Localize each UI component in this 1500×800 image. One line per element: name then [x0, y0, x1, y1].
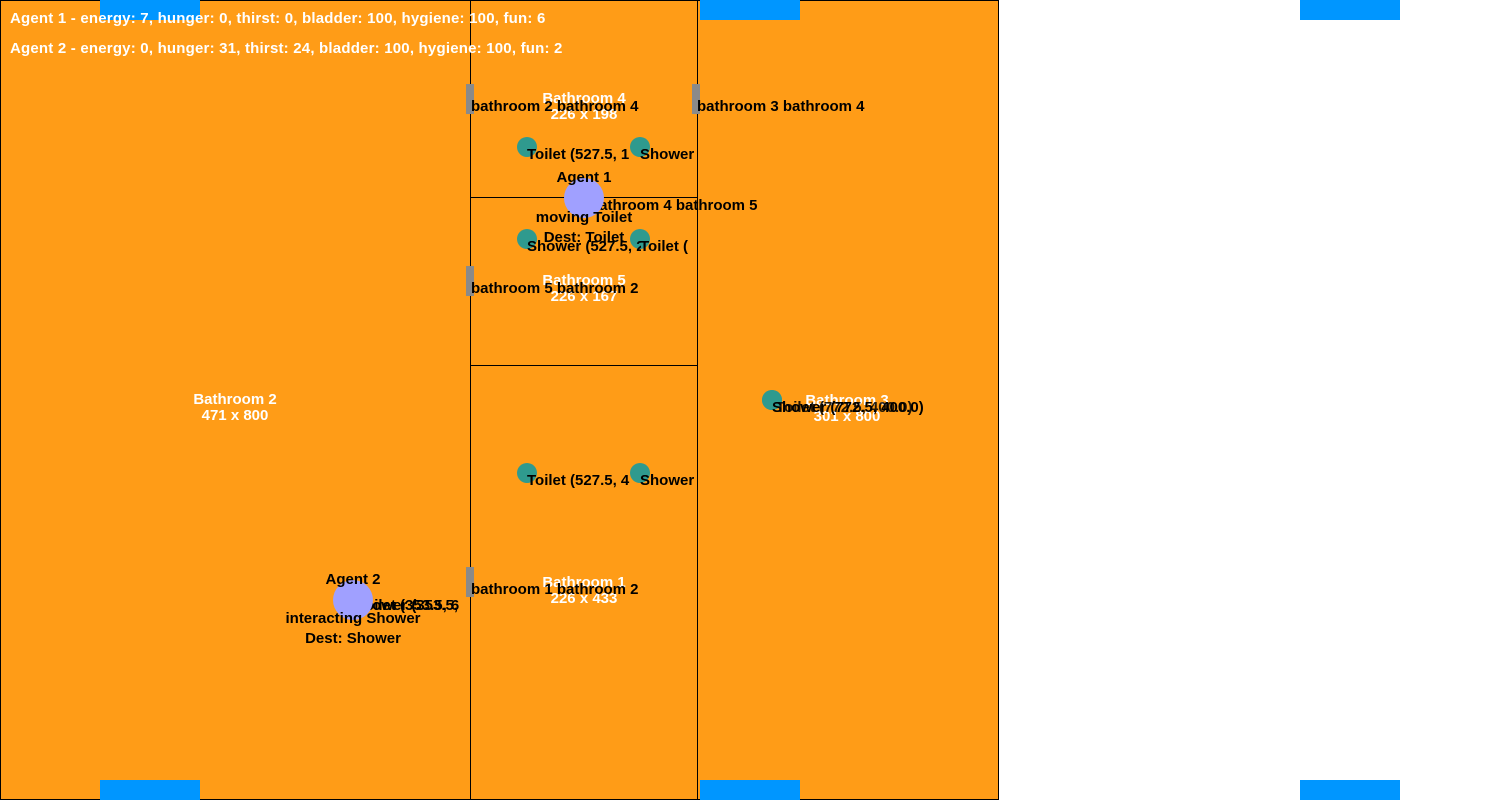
room-size: 226 x 167	[550, 288, 618, 305]
agent-2-stats: Agent 2 - energy: 0, hunger: 31, thirst:…	[10, 40, 563, 57]
room-name: Bathroom 1	[542, 574, 626, 591]
shower-icon[interactable]	[630, 137, 650, 157]
object-label-b2-shower: Shower (353.5,	[353, 598, 459, 614]
room-bathroom-3	[697, 0, 999, 800]
room-name: Bathroom 2	[193, 391, 277, 408]
shower-icon[interactable]	[517, 229, 537, 249]
room-size: 226 x 433	[550, 590, 618, 607]
object-label-clip: Shower	[640, 473, 697, 491]
door-label-b5-b2: bathroom 5 bathroom 2	[471, 280, 639, 297]
object-label-b4-shower: Shower	[640, 147, 695, 163]
agent-2-name: Agent 2	[325, 571, 381, 588]
room-size: 471 x 800	[201, 407, 269, 424]
room-label-bathroom-1: Bathroom 1 226 x 433	[542, 575, 625, 607]
window-bottom-right	[1300, 780, 1400, 800]
object-label-b2-toilet: Toilet (353.5, 6	[357, 598, 460, 614]
agent-1-destination: Dest: Toilet	[543, 229, 625, 246]
room-name: Bathroom 5	[542, 272, 626, 289]
object-label-clip: Toilet (527.5, 1	[527, 147, 641, 165]
object-label-b1-shower: Shower	[640, 473, 695, 489]
object-label-clip: Shower (353.5, Toilet (353.5, 6	[353, 598, 471, 616]
toilet-icon[interactable]	[630, 229, 650, 249]
object-label-clip: Shower	[640, 147, 697, 165]
agent-1-stats: Agent 1 - energy: 7, hunger: 0, thirst: …	[10, 10, 546, 27]
door-label-b4-b5: bathroom 4 bathroom 5	[590, 197, 758, 214]
door-b2-b4[interactable]	[466, 84, 474, 114]
toilet-icon[interactable]	[517, 137, 537, 157]
object-label-b1-toilet: Toilet (527.5, 4	[527, 473, 630, 489]
window-top-right	[1300, 0, 1400, 20]
room-bathroom-1	[470, 365, 698, 800]
object-label-b5-shower: Shower (527.5, 2	[527, 239, 641, 255]
room-name: Bathroom 3	[805, 392, 889, 409]
object-label-clip: Shower (527.5, 2	[527, 239, 641, 257]
door-b5-b2[interactable]	[466, 266, 474, 296]
door-b3-b4[interactable]	[692, 84, 700, 114]
room-label-bathroom-2: Bathroom 2 471 x 800	[193, 392, 276, 424]
door-label-b1-b2: bathroom 1 bathroom 2	[471, 581, 639, 598]
agent-2-state: interacting Shower	[285, 610, 421, 627]
agent-1-name: Agent 1	[556, 169, 612, 186]
agent-1-state: moving Toilet	[535, 209, 633, 226]
room-size: 226 x 198	[550, 106, 618, 123]
window-bottom-b3	[700, 780, 800, 800]
room-name: Bathroom 4	[542, 90, 626, 107]
room-label-bathroom-4: Bathroom 4 226 x 198	[542, 91, 625, 123]
toilet-icon[interactable]	[762, 390, 782, 410]
object-label-b3-shower: Shower (772.5, 400.0)	[772, 399, 924, 416]
door-label-b2-b4: bathroom 2 bathroom 4	[471, 98, 639, 115]
object-label-b4-toilet: Toilet (527.5, 1	[527, 147, 630, 163]
window-bottom-b2	[100, 780, 200, 800]
agent-1-avatar[interactable]	[564, 178, 604, 218]
room-label-bathroom-3: Bathroom 3 301 x 800	[805, 393, 888, 425]
room-bathroom-2	[0, 0, 472, 800]
toilet-icon[interactable]	[517, 463, 537, 483]
window-top-b2	[100, 0, 200, 20]
room-label-bathroom-5: Bathroom 5 226 x 167	[542, 273, 625, 305]
object-label-b3-toilet: Toilet (772.5, 400.0)	[776, 399, 913, 416]
window-top-b3	[700, 0, 800, 20]
door-label-b3-b4: bathroom 3 bathroom 4	[697, 98, 865, 115]
agent-2-avatar[interactable]	[333, 580, 373, 620]
agent-2-destination: Dest: Shower	[305, 630, 401, 647]
room-size: 301 x 800	[813, 408, 881, 425]
object-label-clip: Toilet (527.5, 4	[527, 473, 641, 491]
room-bathroom-4	[470, 0, 698, 199]
object-label-b5-toilet: Toilet (	[640, 239, 689, 255]
shower-icon[interactable]	[630, 463, 650, 483]
object-label-clip: Toilet (	[640, 239, 697, 257]
door-b1-b2[interactable]	[466, 567, 474, 597]
